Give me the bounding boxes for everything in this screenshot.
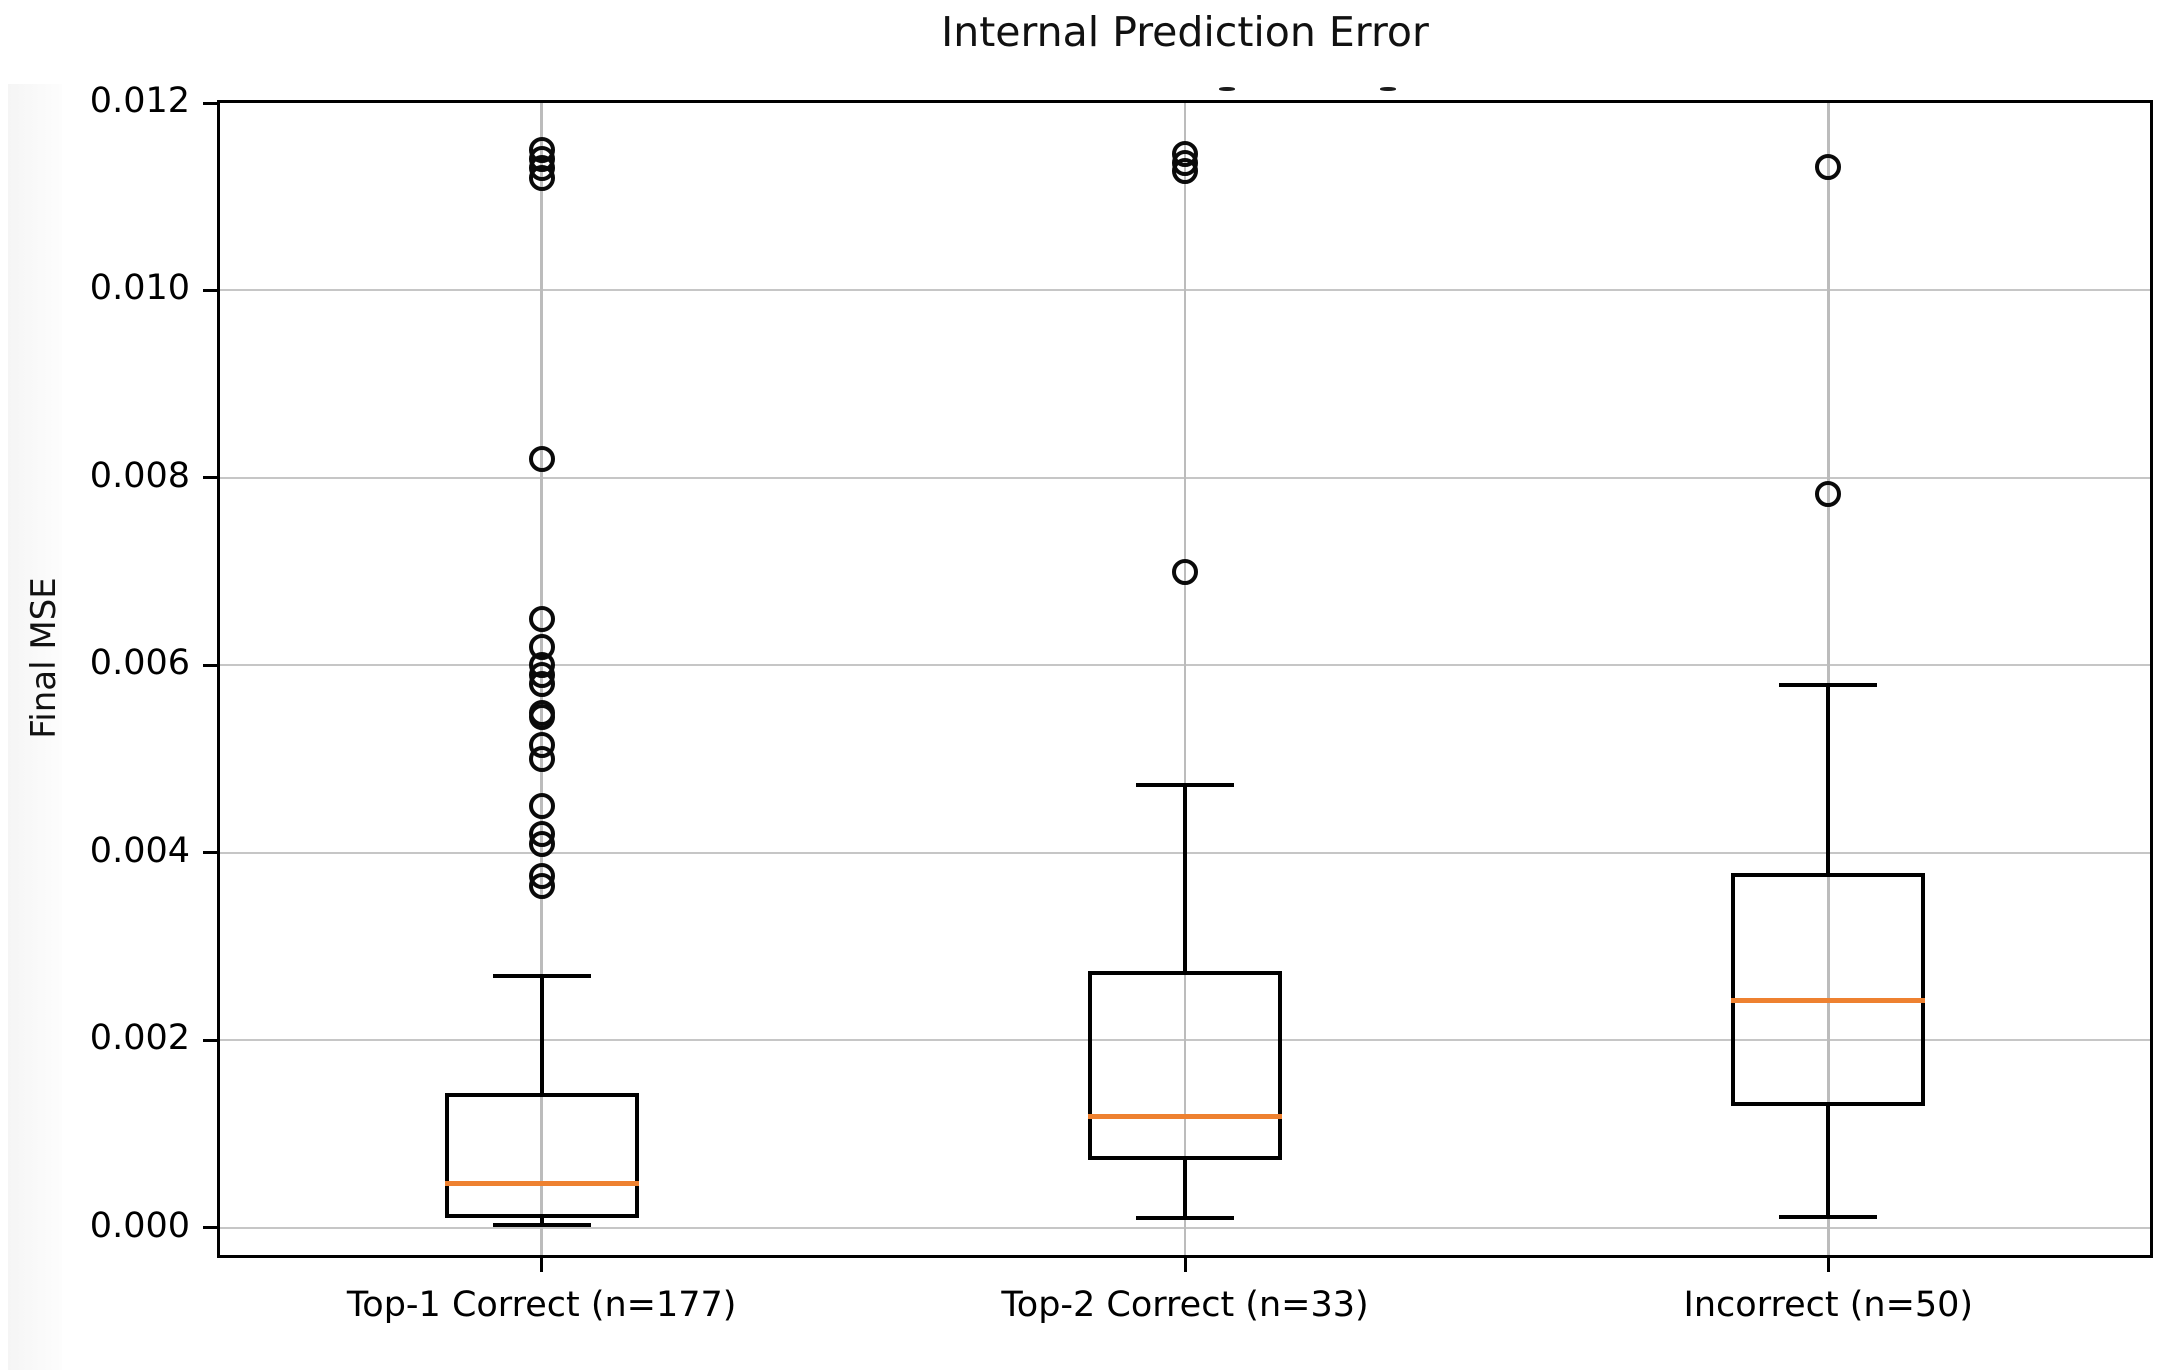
x-tick-label: Top-1 Correct (n=177) — [346, 1285, 737, 1325]
x-gridline — [1183, 103, 1187, 1255]
y-tick-label: 0.012 — [89, 81, 190, 121]
y-tick-label: 0.002 — [89, 1018, 190, 1059]
lower-whisker-line — [1183, 1160, 1187, 1219]
axes: 0.000 0.002 0.004 0.006 0.008 0.010 0.012 Top-1… — [90, 81, 2153, 1325]
lower-whisker-cap — [1779, 1214, 1878, 1219]
x-tick-mark — [1183, 1258, 1187, 1272]
upper-whisker-cap — [492, 973, 591, 978]
y-tick-label: 0.006 — [89, 643, 190, 684]
y-tick-label: 0.010 — [89, 268, 190, 309]
outlier-point — [528, 605, 555, 632]
upper-whisker-line — [1826, 685, 1831, 873]
outlier-point — [1172, 558, 1198, 585]
y-tick-mark — [203, 476, 217, 480]
iqr-box — [1088, 970, 1282, 1161]
outlier-point — [528, 821, 555, 848]
median-line — [1088, 1113, 1282, 1119]
y-tick-mark — [203, 851, 217, 855]
outlier-point — [1172, 140, 1198, 167]
outlier-point — [528, 633, 555, 660]
y-tick-mark — [203, 288, 217, 292]
iqr-box — [1731, 872, 1926, 1106]
upper-whisker-line — [539, 975, 544, 1093]
upper-whisker-cap — [1779, 683, 1878, 688]
x-tick-label: Top-2 Correct (n=33) — [1001, 1285, 1369, 1325]
y-tick-label: 0.000 — [89, 1205, 190, 1246]
outlier-point — [1815, 480, 1842, 507]
outlier-point — [528, 700, 555, 727]
x-gridline — [1827, 103, 1830, 1255]
y-tick-mark — [203, 1038, 217, 1042]
y-tick-label: 0.008 — [89, 455, 190, 496]
lower-whisker-cap — [492, 1223, 591, 1227]
median-line — [444, 1181, 639, 1187]
screenshot-edge-strip — [8, 84, 62, 1370]
outlier-point — [528, 793, 555, 819]
y-tick-mark — [203, 101, 217, 105]
median-line — [1731, 997, 1926, 1003]
iqr-box — [444, 1092, 639, 1219]
outlier-point — [1815, 153, 1842, 180]
outlier-point — [528, 446, 555, 473]
y-tick-mark — [203, 663, 217, 667]
lower-whisker-line — [1826, 1105, 1831, 1217]
x-tick-label: Incorrect (n=50) — [1683, 1285, 1974, 1325]
outlier-point — [528, 136, 555, 163]
x-tick-mark — [1826, 1258, 1830, 1272]
upper-whisker-cap — [1136, 783, 1234, 788]
lower-whisker-cap — [1136, 1216, 1234, 1221]
outlier-point — [528, 863, 555, 890]
upper-whisker-line — [1183, 785, 1187, 971]
outlier-point — [528, 732, 555, 759]
clipped-marker-fragment — [1219, 87, 1236, 91]
y-tick-mark — [203, 1226, 217, 1230]
clipped-marker-fragment — [1379, 87, 1396, 91]
x-tick-mark — [540, 1258, 544, 1272]
lower-whisker-line — [539, 1218, 544, 1225]
chart-title: Internal Prediction Error — [941, 8, 1429, 56]
y-tick-label: 0.004 — [89, 830, 190, 871]
